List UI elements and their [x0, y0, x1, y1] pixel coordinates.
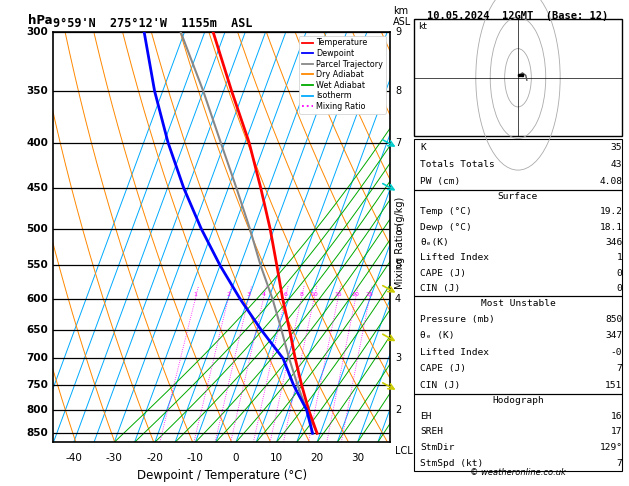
Text: 30: 30 [351, 452, 364, 463]
Bar [414, 19, 622, 136]
Text: 850: 850 [26, 428, 48, 438]
Text: 8: 8 [395, 86, 401, 96]
Bar [414, 394, 622, 471]
Text: 4.08: 4.08 [599, 176, 622, 186]
Text: 1: 1 [193, 292, 198, 297]
Text: 10.05.2024  12GMT  (Base: 12): 10.05.2024 12GMT (Base: 12) [427, 11, 609, 21]
Text: 17: 17 [611, 427, 622, 436]
Text: StmDir: StmDir [420, 443, 455, 452]
Text: 350: 350 [26, 86, 48, 96]
Text: Most Unstable: Most Unstable [481, 299, 555, 308]
Bar [414, 139, 622, 190]
Text: Totals Totals: Totals Totals [420, 159, 495, 169]
Text: Dewpoint / Temperature (°C): Dewpoint / Temperature (°C) [136, 469, 307, 482]
Text: 800: 800 [26, 405, 48, 415]
Text: 43: 43 [611, 159, 622, 169]
Text: 20: 20 [352, 292, 359, 297]
Text: Pressure (mb): Pressure (mb) [420, 315, 495, 324]
Text: 300: 300 [26, 27, 48, 36]
Text: CIN (J): CIN (J) [420, 381, 460, 390]
Text: 25: 25 [365, 292, 373, 297]
Legend: Temperature, Dewpoint, Parcel Trajectory, Dry Adiabat, Wet Adiabat, Isotherm, Mi: Temperature, Dewpoint, Parcel Trajectory… [299, 35, 386, 114]
Text: 700: 700 [26, 353, 48, 364]
Text: hPa: hPa [28, 15, 53, 28]
Text: 2: 2 [395, 405, 401, 415]
Text: EH: EH [420, 412, 431, 421]
Text: PW (cm): PW (cm) [420, 176, 460, 186]
Text: 15: 15 [334, 292, 342, 297]
Text: Temp (°C): Temp (°C) [420, 208, 472, 216]
Text: Mixing Ratio (g/kg): Mixing Ratio (g/kg) [395, 197, 405, 289]
Text: K: K [420, 142, 426, 152]
Text: 750: 750 [26, 380, 48, 390]
Text: 4: 4 [262, 292, 265, 297]
Text: -20: -20 [147, 452, 164, 463]
Text: -30: -30 [106, 452, 123, 463]
Text: km
ASL: km ASL [393, 6, 411, 28]
Text: 35: 35 [611, 142, 622, 152]
Text: 550: 550 [26, 260, 48, 270]
Text: 4: 4 [395, 294, 401, 304]
Text: -0: -0 [611, 348, 622, 357]
Text: 6: 6 [283, 292, 287, 297]
Text: 346: 346 [605, 238, 622, 247]
Text: 5: 5 [395, 260, 401, 270]
Text: SREH: SREH [420, 427, 443, 436]
Text: 450: 450 [26, 183, 48, 193]
Text: 7: 7 [616, 364, 622, 373]
Text: 9: 9 [395, 27, 401, 36]
Text: 0: 0 [616, 284, 622, 293]
Text: 3: 3 [247, 292, 250, 297]
Text: 10: 10 [270, 452, 283, 463]
Text: θₑ(K): θₑ(K) [420, 238, 449, 247]
Text: 2: 2 [226, 292, 230, 297]
Text: StmSpd (kt): StmSpd (kt) [420, 459, 484, 468]
Text: 7: 7 [395, 138, 401, 148]
Text: CIN (J): CIN (J) [420, 284, 460, 293]
Text: CAPE (J): CAPE (J) [420, 269, 466, 278]
Text: 500: 500 [26, 224, 48, 234]
Text: -40: -40 [65, 452, 82, 463]
Bar [414, 296, 622, 394]
Text: LCL: LCL [395, 446, 413, 456]
Text: 650: 650 [26, 325, 48, 335]
Text: © weatheronline.co.uk: © weatheronline.co.uk [470, 468, 566, 477]
Text: 7: 7 [616, 459, 622, 468]
Text: 6: 6 [395, 224, 401, 234]
Text: 8: 8 [299, 292, 303, 297]
Text: 19.2: 19.2 [599, 208, 622, 216]
Text: 0: 0 [233, 452, 239, 463]
Text: 347: 347 [605, 331, 622, 340]
Text: θₑ (K): θₑ (K) [420, 331, 455, 340]
Text: 0: 0 [616, 269, 622, 278]
Text: CAPE (J): CAPE (J) [420, 364, 466, 373]
Text: 20: 20 [311, 452, 323, 463]
Text: 3: 3 [395, 353, 401, 364]
Text: Dewp (°C): Dewp (°C) [420, 223, 472, 232]
Text: Hodograph: Hodograph [492, 397, 544, 405]
Text: Surface: Surface [498, 192, 538, 201]
Text: 18.1: 18.1 [599, 223, 622, 232]
Text: 10: 10 [310, 292, 318, 297]
Text: 16: 16 [611, 412, 622, 421]
Bar [414, 190, 622, 296]
Text: Lifted Index: Lifted Index [420, 254, 489, 262]
Text: Lifted Index: Lifted Index [420, 348, 489, 357]
Text: 151: 151 [605, 381, 622, 390]
Text: 400: 400 [26, 138, 48, 148]
Text: -10: -10 [187, 452, 204, 463]
Text: kt: kt [418, 22, 427, 31]
Text: 850: 850 [605, 315, 622, 324]
Text: 1: 1 [616, 254, 622, 262]
Text: 600: 600 [26, 294, 48, 304]
Text: 9°59'N  275°12'W  1155m  ASL: 9°59'N 275°12'W 1155m ASL [53, 17, 253, 31]
Text: 129°: 129° [599, 443, 622, 452]
